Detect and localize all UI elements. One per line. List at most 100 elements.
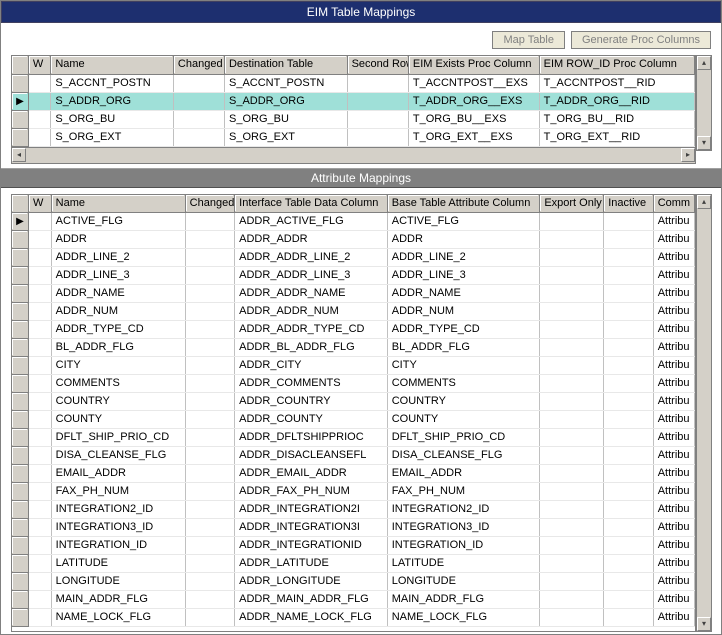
cell-name[interactable]: COUNTRY (51, 393, 185, 411)
row-header[interactable] (12, 128, 28, 146)
row-header[interactable] (12, 447, 28, 465)
table-row[interactable]: BL_ADDR_FLGADDR_BL_ADDR_FLGBL_ADDR_FLGAt… (12, 339, 695, 357)
cell-export[interactable] (540, 267, 604, 285)
table-row[interactable]: ADDRADDR_ADDRADDRAttribu (12, 231, 695, 249)
table-row[interactable]: FAX_PH_NUMADDR_FAX_PH_NUMFAX_PH_NUMAttri… (12, 483, 695, 501)
table-row[interactable]: MAIN_ADDR_FLGADDR_MAIN_ADDR_FLGMAIN_ADDR… (12, 591, 695, 609)
row-header[interactable] (12, 465, 28, 483)
cell-w[interactable] (28, 339, 51, 357)
row-header[interactable] (12, 267, 28, 285)
cell-changed[interactable] (185, 267, 234, 285)
cell-btac[interactable]: ADDR_LINE_2 (387, 249, 540, 267)
cell-itdc[interactable]: ADDR_CITY (235, 357, 388, 375)
cell-comm[interactable]: Attribu (653, 519, 694, 537)
cell-changed[interactable] (173, 128, 224, 146)
table-row[interactable]: COUNTYADDR_COUNTYCOUNTYAttribu (12, 411, 695, 429)
cell-itdc[interactable]: ADDR_ADDR (235, 231, 388, 249)
cell-changed[interactable] (185, 573, 234, 591)
cell-w[interactable] (28, 375, 51, 393)
cell-btac[interactable]: LONGITUDE (387, 573, 540, 591)
cell-btac[interactable]: FAX_PH_NUM (387, 483, 540, 501)
col-name[interactable]: Name (51, 56, 174, 74)
cell-changed[interactable] (185, 213, 234, 231)
cell-second[interactable] (347, 128, 408, 146)
cell-name[interactable]: CITY (51, 357, 185, 375)
table-row[interactable]: COUNTRYADDR_COUNTRYCOUNTRYAttribu (12, 393, 695, 411)
cell-itdc[interactable]: ADDR_ADDR_TYPE_CD (235, 321, 388, 339)
cell-export[interactable] (540, 213, 604, 231)
cell-export[interactable] (540, 555, 604, 573)
cell-name[interactable]: NAME_LOCK_FLG (51, 609, 185, 627)
cell-inactive[interactable] (604, 231, 653, 249)
cell-w[interactable] (28, 110, 50, 128)
cell-rowid[interactable]: T_ORG_BU__RID (539, 110, 694, 128)
cell-btac[interactable]: BL_ADDR_FLG (387, 339, 540, 357)
cell-changed[interactable] (185, 501, 234, 519)
cell-inactive[interactable] (604, 573, 653, 591)
cell-btac[interactable]: ADDR_NUM (387, 303, 540, 321)
cell-name[interactable]: DISA_CLEANSE_FLG (51, 447, 185, 465)
cell-inactive[interactable] (604, 555, 653, 573)
col-changed[interactable]: Changed (185, 195, 234, 213)
cell-itdc[interactable]: ADDR_NAME_LOCK_FLG (235, 609, 388, 627)
cell-itdc[interactable]: ADDR_ADDR_NUM (235, 303, 388, 321)
cell-btac[interactable]: INTEGRATION_ID (387, 537, 540, 555)
cell-inactive[interactable] (604, 519, 653, 537)
cell-itdc[interactable]: ADDR_BL_ADDR_FLG (235, 339, 388, 357)
cell-name[interactable]: ADDR (51, 231, 185, 249)
cell-name[interactable]: INTEGRATION_ID (51, 537, 185, 555)
cell-inactive[interactable] (604, 303, 653, 321)
scroll-up-icon[interactable]: ▴ (697, 56, 711, 70)
col-w[interactable]: W (28, 195, 51, 213)
cell-btac[interactable]: DFLT_SHIP_PRIO_CD (387, 429, 540, 447)
row-header[interactable] (12, 429, 28, 447)
cell-changed[interactable] (185, 285, 234, 303)
col-w[interactable]: W (28, 56, 50, 74)
cell-btac[interactable]: MAIN_ADDR_FLG (387, 591, 540, 609)
cell-w[interactable] (28, 249, 51, 267)
scroll-down-icon[interactable]: ▾ (697, 136, 711, 150)
cell-itdc[interactable]: ADDR_INTEGRATIONID (235, 537, 388, 555)
row-header[interactable] (12, 249, 28, 267)
cell-name[interactable]: EMAIL_ADDR (51, 465, 185, 483)
cell-dest[interactable]: S_ADDR_ORG (224, 92, 347, 110)
cell-w[interactable] (28, 321, 51, 339)
cell-dest[interactable]: S_ORG_BU (224, 110, 347, 128)
cell-itdc[interactable]: ADDR_LATITUDE (235, 555, 388, 573)
row-header[interactable] (12, 303, 28, 321)
cell-itdc[interactable]: ADDR_EMAIL_ADDR (235, 465, 388, 483)
row-header[interactable] (12, 519, 28, 537)
cell-w[interactable] (28, 303, 51, 321)
cell-itdc[interactable]: ADDR_FAX_PH_NUM (235, 483, 388, 501)
cell-changed[interactable] (173, 110, 224, 128)
col-dest[interactable]: Destination Table (224, 56, 347, 74)
cell-comm[interactable]: Attribu (653, 267, 694, 285)
horizontal-scrollbar[interactable]: ◂ ▸ (11, 148, 696, 164)
table-row[interactable]: ADDR_LINE_3ADDR_ADDR_LINE_3ADDR_LINE_3At… (12, 267, 695, 285)
cell-itdc[interactable]: ADDR_COUNTY (235, 411, 388, 429)
cell-name[interactable]: INTEGRATION2_ID (51, 501, 185, 519)
cell-changed[interactable] (185, 483, 234, 501)
col-name[interactable]: Name (51, 195, 185, 213)
cell-changed[interactable] (185, 465, 234, 483)
col-btac[interactable]: Base Table Attribute Column (387, 195, 540, 213)
cell-itdc[interactable]: ADDR_ADDR_NAME (235, 285, 388, 303)
cell-w[interactable] (28, 429, 51, 447)
row-header[interactable] (12, 231, 28, 249)
cell-itdc[interactable]: ADDR_ADDR_LINE_2 (235, 249, 388, 267)
cell-btac[interactable]: DISA_CLEANSE_FLG (387, 447, 540, 465)
cell-w[interactable] (28, 447, 51, 465)
row-header[interactable] (12, 321, 28, 339)
row-header[interactable]: ▶ (12, 213, 28, 231)
cell-inactive[interactable] (604, 501, 653, 519)
cell-changed[interactable] (185, 591, 234, 609)
cell-name[interactable]: FAX_PH_NUM (51, 483, 185, 501)
cell-w[interactable] (28, 92, 50, 110)
vertical-scrollbar[interactable]: ▴ ▾ (696, 194, 712, 632)
cell-inactive[interactable] (604, 249, 653, 267)
col-changed[interactable]: Changed (173, 56, 224, 74)
table-row[interactable]: ADDR_TYPE_CDADDR_ADDR_TYPE_CDADDR_TYPE_C… (12, 321, 695, 339)
cell-btac[interactable]: ADDR_NAME (387, 285, 540, 303)
cell-w[interactable] (28, 591, 51, 609)
row-header[interactable] (12, 483, 28, 501)
